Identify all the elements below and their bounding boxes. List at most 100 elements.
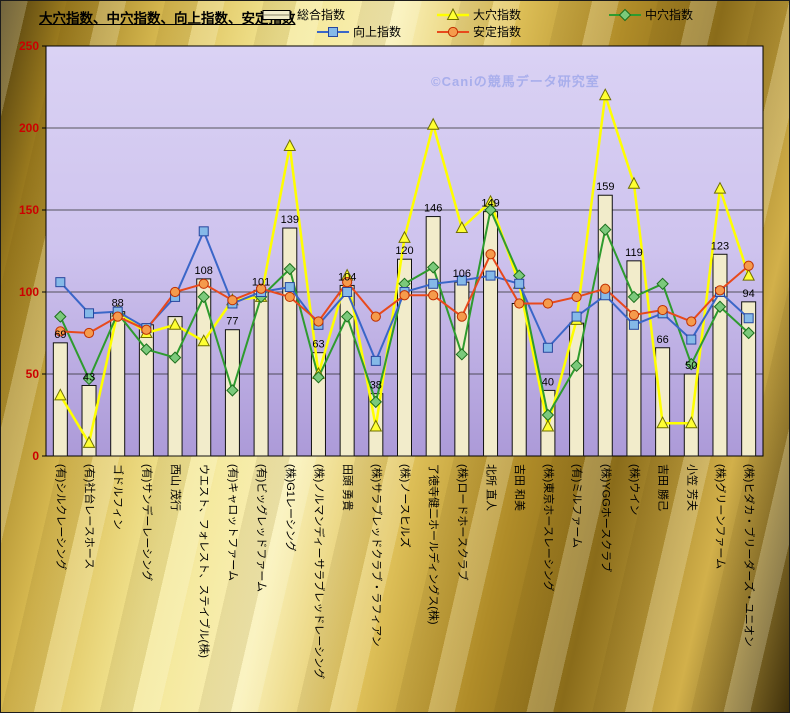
series-antei-marker <box>342 277 353 288</box>
series-oana-marker <box>656 416 669 429</box>
series-kojo-marker <box>342 287 353 297</box>
bar-value-label: 108 <box>195 265 213 277</box>
bar-value-label: 146 <box>424 203 442 215</box>
series-antei-marker <box>313 316 324 327</box>
series-kojo-marker <box>686 334 697 345</box>
series-chuana-marker <box>685 357 698 371</box>
series-chuana-marker <box>541 408 555 422</box>
bar-series-swatch-icon <box>262 9 291 20</box>
series-antei-marker <box>485 249 496 260</box>
series-kojo-marker <box>428 278 439 289</box>
series-antei-marker <box>169 286 181 298</box>
series-antei-marker <box>198 278 209 289</box>
square-series-swatch-icon <box>317 26 349 37</box>
bar <box>626 260 642 457</box>
x-axis-label: 小笠 芳夫 <box>685 464 699 511</box>
series-oana-marker <box>197 334 211 347</box>
series-kojo-marker <box>84 308 95 319</box>
series-antei-marker <box>256 283 267 294</box>
bar <box>511 302 527 457</box>
x-axis-label: (有)サンデーレーシング <box>140 464 154 581</box>
legend-item-antei: 安定指数 <box>437 23 521 40</box>
series-antei-marker <box>686 316 697 327</box>
bar <box>483 211 499 457</box>
bar-value-label: 43 <box>83 371 95 383</box>
x-axis-label: 了徳寺健二ホールディングス(株) <box>427 464 441 625</box>
legend-item-sogo: 総合指数 <box>261 6 345 23</box>
series-kojo-marker <box>55 277 66 288</box>
x-axis-label: 吉田 和美 <box>513 464 526 511</box>
series-oana-marker <box>446 7 460 20</box>
series-oana-marker <box>742 268 755 281</box>
bar-value-label: 123 <box>711 240 729 252</box>
bar <box>425 216 441 457</box>
series-antei-marker <box>447 26 459 37</box>
series-chuana-marker <box>599 223 612 236</box>
legend-label-oana: 大穴指数 <box>473 8 522 22</box>
x-axis-label: (有)ビッグレッドファーム <box>255 464 269 592</box>
series-oana-marker <box>541 419 555 432</box>
series-oana-marker <box>54 388 67 401</box>
bar-value-label: 69 <box>54 329 66 341</box>
bar <box>397 258 412 457</box>
series-chuana-marker <box>426 261 440 274</box>
x-axis-label: (株)G1レーシング <box>284 464 298 552</box>
series-antei-marker <box>284 291 295 303</box>
series-kojo-marker <box>542 342 553 353</box>
legend-item-kojo: 向上指数 <box>317 23 401 40</box>
series-antei-marker <box>542 298 554 309</box>
series-kojo-marker <box>571 311 582 322</box>
bar-value-label: 106 <box>453 268 471 280</box>
bar-value-label: 40 <box>542 376 554 388</box>
legend-item-oana: 大穴指数 <box>437 6 521 23</box>
series-antei-marker <box>743 260 754 271</box>
bar-value-label: 119 <box>625 247 643 259</box>
series-chuana-marker <box>570 359 583 373</box>
bar-value-label: 104 <box>338 271 356 283</box>
bar-value-label: 149 <box>481 198 499 210</box>
diamond-series-swatch-icon <box>609 8 641 21</box>
bar-value-label: 63 <box>312 339 324 351</box>
x-axis-label: (有)社台レースホース <box>83 464 97 569</box>
bar-value-label: 88 <box>112 298 124 310</box>
x-axis-label: ウエスト、フォレスト、ステイブル(株) <box>198 464 212 658</box>
series-antei-marker <box>370 311 381 322</box>
x-axis-label: 田頭 勇貴 <box>341 464 355 511</box>
series-chuana-marker <box>82 372 96 386</box>
bar-value-label: 77 <box>226 316 238 328</box>
series-chuana-marker <box>54 310 67 323</box>
series-kojo-marker <box>514 278 525 289</box>
series-antei-marker <box>227 295 238 306</box>
bar-value-label: 66 <box>656 334 668 346</box>
bar <box>741 301 757 457</box>
series-antei-marker <box>456 311 467 322</box>
bar <box>712 253 728 457</box>
series-chuana-marker <box>455 348 469 361</box>
triangle-series-swatch-icon <box>437 7 469 20</box>
x-axis-label: (株)サラブレッドクラブ・ラフィアン <box>370 464 384 647</box>
series-chuana-marker <box>197 290 210 304</box>
bar <box>282 227 298 457</box>
series-oana-marker <box>426 117 440 130</box>
y-axis-tick-label: 0 <box>32 449 39 463</box>
series-kojo-marker <box>328 26 338 37</box>
y-axis-tick-label: 150 <box>19 203 39 217</box>
x-axis-label: (有)キャロットファーム <box>226 464 240 581</box>
series-chuana-marker <box>627 290 641 304</box>
x-axis-label: (株)グリーンファーム <box>714 464 728 569</box>
series-antei-marker <box>399 290 410 301</box>
legend-label-kojo: 向上指数 <box>353 25 402 39</box>
circle-series-swatch-icon <box>437 26 469 37</box>
x-axis-label: (株)ウイン <box>628 464 642 515</box>
series-chuana-marker <box>283 262 296 276</box>
series-chuana-marker <box>226 384 239 397</box>
series-kojo-marker <box>198 226 209 237</box>
series-chuana-marker <box>340 310 354 323</box>
series-kojo-marker <box>628 319 639 330</box>
series-oana-marker <box>168 317 182 330</box>
series-kojo-marker <box>743 313 754 324</box>
series-oana-marker <box>369 419 383 432</box>
series-oana-marker <box>398 230 411 243</box>
legend-label-sogo: 総合指数 <box>297 8 346 22</box>
